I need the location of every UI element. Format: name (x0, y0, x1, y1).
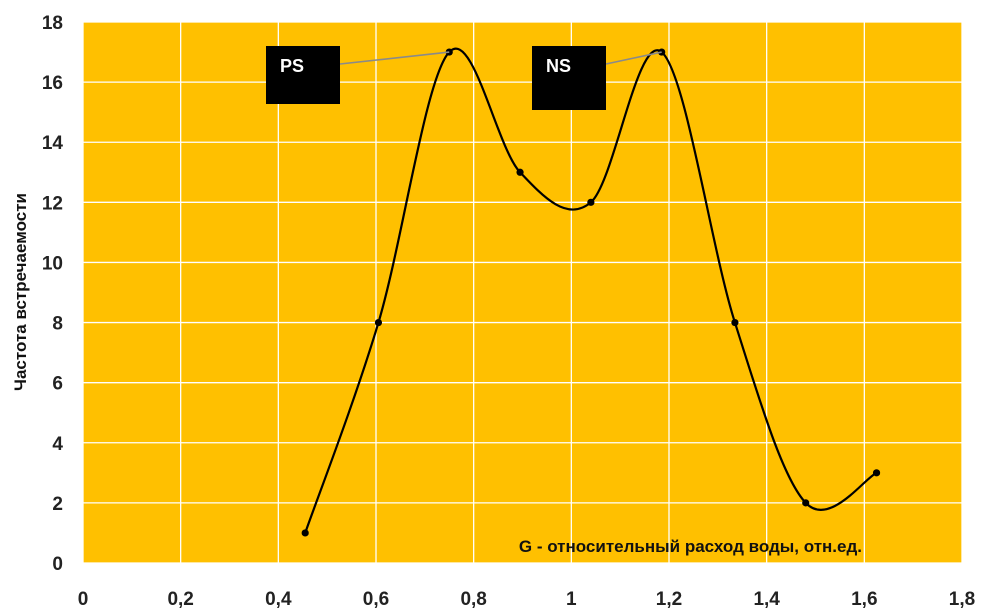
y-tick-label: 2 (52, 494, 63, 515)
annotation-box (532, 46, 606, 110)
data-point (301, 529, 309, 537)
x-tick-label: 0,6 (363, 589, 389, 610)
data-point (587, 198, 595, 206)
y-tick-label: 4 (52, 434, 63, 455)
y-tick-label: 12 (42, 193, 63, 214)
annotation-box (266, 46, 340, 104)
x-tick-label: 1,6 (851, 589, 877, 610)
x-tick-label: 0 (78, 589, 89, 610)
x-tick-label: 0,2 (167, 589, 193, 610)
x-axis-title: G - относительный расход воды, отн.ед. (519, 537, 862, 556)
y-axis-title: Частота встречаемости (11, 193, 30, 391)
data-point (802, 499, 810, 507)
annotation-label: NS (546, 56, 571, 76)
data-point (374, 318, 383, 327)
y-tick-label: 0 (52, 554, 63, 575)
plot-area (83, 22, 962, 563)
y-tick-label: 14 (42, 133, 64, 154)
data-point (516, 168, 524, 176)
data-point (872, 469, 881, 477)
data-point (731, 318, 739, 327)
x-tick-label: 1 (566, 589, 577, 610)
x-tick-label: 0,4 (265, 589, 292, 610)
x-tick-label: 0,8 (460, 589, 486, 610)
annotation-label: PS (280, 56, 304, 76)
annotation-leader (605, 51, 662, 65)
x-tick-label: 1,2 (656, 589, 682, 610)
y-tick-label: 6 (52, 374, 63, 395)
x-tick-label: 1,8 (949, 589, 975, 610)
y-tick-label: 16 (42, 73, 63, 94)
data-point (658, 48, 666, 56)
x-tick-label: 1,4 (753, 589, 780, 610)
y-tick-label: 10 (42, 253, 63, 274)
y-tick-label: 18 (42, 13, 63, 34)
annotation-leader (339, 51, 450, 65)
y-tick-label: 8 (52, 314, 63, 335)
